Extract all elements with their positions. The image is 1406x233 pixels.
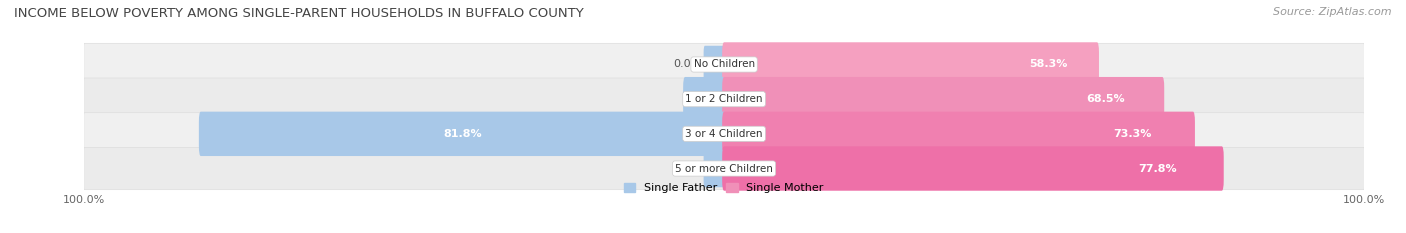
Text: INCOME BELOW POVERTY AMONG SINGLE-PARENT HOUSEHOLDS IN BUFFALO COUNTY: INCOME BELOW POVERTY AMONG SINGLE-PARENT… bbox=[14, 7, 583, 20]
Text: 68.5%: 68.5% bbox=[1085, 94, 1125, 104]
FancyBboxPatch shape bbox=[84, 43, 1364, 86]
Text: Source: ZipAtlas.com: Source: ZipAtlas.com bbox=[1274, 7, 1392, 17]
Text: 0.0%: 0.0% bbox=[673, 164, 702, 174]
Legend: Single Father, Single Mother: Single Father, Single Mother bbox=[620, 178, 828, 197]
Text: 3 or 4 Children: 3 or 4 Children bbox=[685, 129, 763, 139]
Text: 6.1%: 6.1% bbox=[689, 94, 720, 104]
FancyBboxPatch shape bbox=[84, 78, 1364, 120]
FancyBboxPatch shape bbox=[198, 112, 725, 156]
FancyBboxPatch shape bbox=[723, 42, 1099, 87]
Text: 73.3%: 73.3% bbox=[1114, 129, 1152, 139]
Text: 58.3%: 58.3% bbox=[1029, 59, 1067, 69]
Text: 81.8%: 81.8% bbox=[443, 129, 482, 139]
FancyBboxPatch shape bbox=[683, 77, 725, 121]
Text: 0.0%: 0.0% bbox=[673, 59, 702, 69]
Text: 77.8%: 77.8% bbox=[1137, 164, 1177, 174]
FancyBboxPatch shape bbox=[703, 46, 725, 83]
Text: 5 or more Children: 5 or more Children bbox=[675, 164, 773, 174]
FancyBboxPatch shape bbox=[84, 147, 1364, 190]
FancyBboxPatch shape bbox=[703, 150, 725, 187]
Text: 1 or 2 Children: 1 or 2 Children bbox=[685, 94, 763, 104]
FancyBboxPatch shape bbox=[723, 112, 1195, 156]
FancyBboxPatch shape bbox=[84, 113, 1364, 155]
FancyBboxPatch shape bbox=[723, 146, 1223, 191]
Text: No Children: No Children bbox=[693, 59, 755, 69]
FancyBboxPatch shape bbox=[723, 77, 1164, 121]
